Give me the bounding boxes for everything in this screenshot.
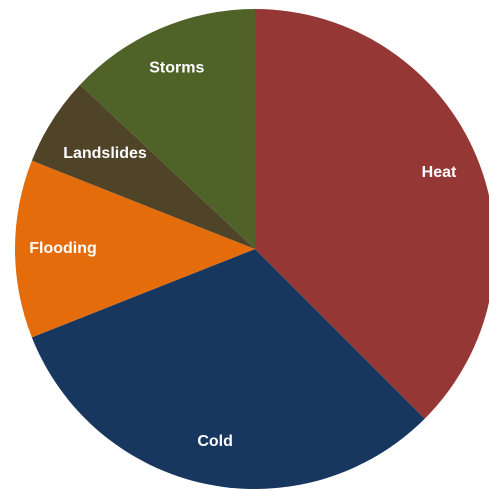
pie-labels: Heat Cold Flooding Landslides Storms [29, 60, 457, 450]
slice-label-storms: Storms [149, 60, 204, 77]
pie-slice-heat [255, 9, 489, 419]
pie-slice-storms [80, 9, 255, 249]
pie-slice-flooding [14, 160, 255, 338]
slice-label-flooding: Flooding [29, 240, 97, 257]
pie-slice-landslides [31, 84, 255, 250]
pie-slices [14, 9, 489, 489]
pie-slice-cold [31, 249, 425, 489]
slice-label-landslides: Landslides [63, 145, 147, 162]
slice-label-cold: Cold [197, 433, 233, 450]
slice-label-heat: Heat [422, 164, 457, 181]
